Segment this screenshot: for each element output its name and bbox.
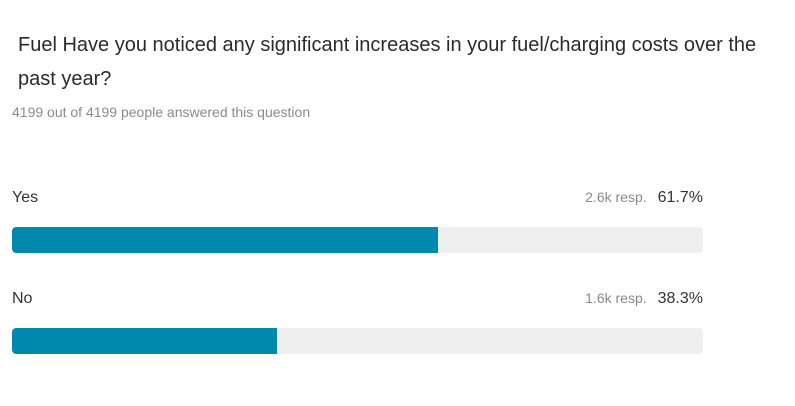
option-bar-track xyxy=(12,227,703,253)
option-label: Yes xyxy=(12,189,39,206)
option-response-count: 2.6k resp. xyxy=(585,189,647,205)
option-yes: Yes 2.6k resp. 61.7% xyxy=(12,189,703,253)
option-bar-track xyxy=(12,328,703,354)
option-percentage: 61.7% xyxy=(657,189,703,206)
option-label: No xyxy=(12,290,33,307)
option-bar-fill xyxy=(12,328,277,354)
option-bar-fill xyxy=(12,227,439,253)
answered-count: 4199 out of 4199 people answered this qu… xyxy=(12,104,311,120)
option-no: No 1.6k resp. 38.3% xyxy=(12,290,703,354)
option-response-count: 1.6k resp. xyxy=(585,290,647,306)
question-title: Fuel Have you noticed any significant in… xyxy=(18,34,757,90)
option-percentage: 38.3% xyxy=(657,290,703,307)
